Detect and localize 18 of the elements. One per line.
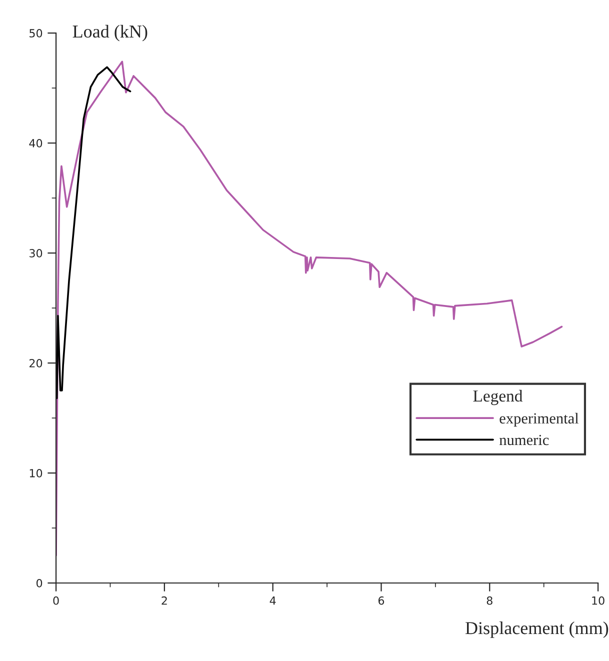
x-tick-label: 6 [378, 596, 384, 605]
legend-label: numeric [499, 434, 549, 446]
x-tick-label: 8 [486, 596, 492, 605]
y-axis-title: Load (kN) [72, 24, 148, 42]
y-tick-label: 0 [36, 578, 42, 588]
x-axis-title: Displacement (mm) [465, 622, 608, 638]
legend-label: experimental [500, 412, 579, 427]
y-tick-label: 40 [29, 139, 42, 148]
legend-title: Legend [473, 390, 523, 406]
y-tick-label: 10 [30, 468, 42, 478]
line-series [56, 66, 132, 400]
x-tick-label: 4 [270, 596, 276, 605]
y-tick-label: 20 [30, 358, 42, 368]
x-tick-label: 2 [162, 596, 167, 605]
y-tick-label: 30 [30, 249, 42, 258]
x-tick-label: 10 [592, 596, 604, 605]
x-tick-label: 0 [53, 596, 59, 605]
y-tick-label: 50 [30, 29, 42, 38]
